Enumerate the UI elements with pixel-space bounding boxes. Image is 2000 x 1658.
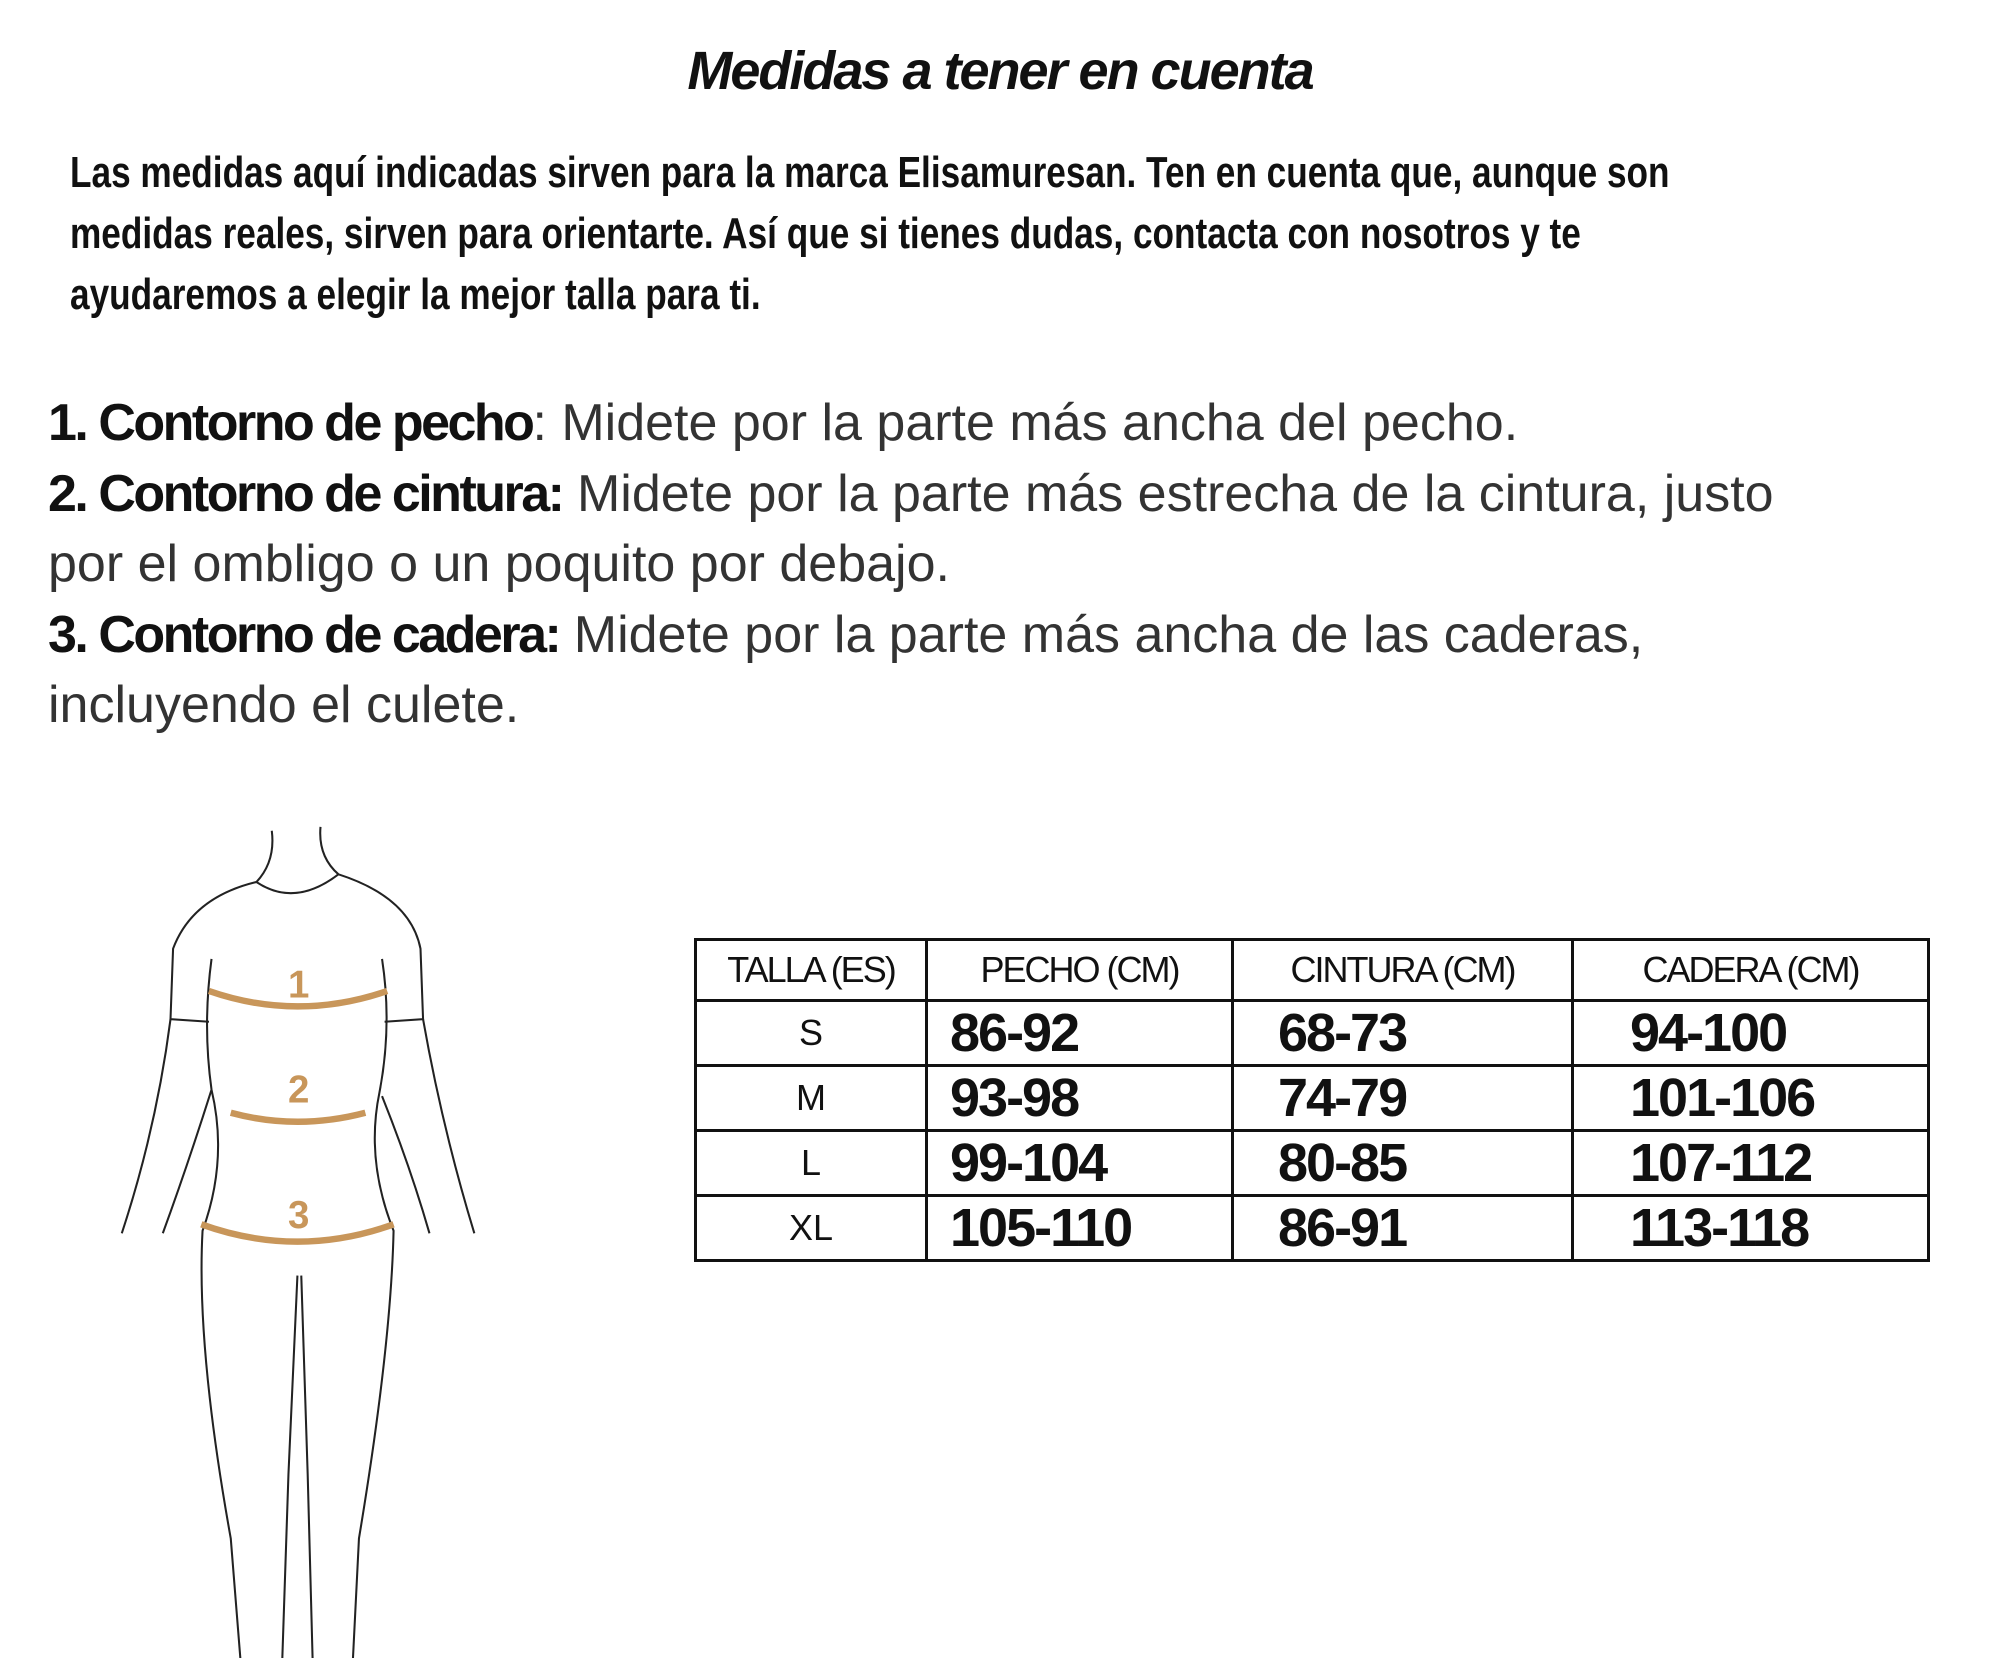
table-header: TALLA (ES) — [694, 938, 928, 1002]
size-cell: M — [694, 1064, 928, 1132]
marker-1: 1 — [288, 963, 309, 1006]
table-header: PECHO (CM) — [925, 938, 1234, 1002]
page-title: Medidas a tener en cuenta — [687, 41, 1314, 101]
table-header-row: TALLA (ES) PECHO (CM) CINTURA (CM) CADER… — [694, 938, 1930, 1002]
table-row: XL 105-110 86-91 113-118 — [694, 1194, 1930, 1262]
size-cell: S — [694, 999, 928, 1067]
list-item-pecho: 1. Contorno de pecho: Midete por la part… — [48, 388, 1774, 459]
chest-cell: 93-98 — [925, 1064, 1234, 1132]
list-item-label: 3. Contorno de cadera: — [48, 605, 562, 664]
intro-line: ayudaremos a elegir la mejor talla para … — [70, 270, 761, 319]
chest-cell: 105-110 — [925, 1194, 1234, 1262]
waist-band — [229, 1109, 367, 1125]
chest-cell: 99-104 — [925, 1129, 1234, 1197]
measure-list: 1. Contorno de pecho: Midete por la part… — [48, 388, 1774, 741]
list-item-text: Midete por la parte más ancha de las cad… — [559, 605, 1644, 664]
table-row: S 86-92 68-73 94-100 — [694, 999, 1930, 1067]
waist-cell: 80-85 — [1231, 1129, 1574, 1197]
hip-cell: 101-106 — [1571, 1064, 1930, 1132]
chest-cell: 86-92 — [925, 999, 1234, 1067]
hip-cell: 113-118 — [1571, 1194, 1930, 1262]
measurement-bands — [200, 987, 395, 1245]
hip-cell: 94-100 — [1571, 999, 1930, 1067]
size-cell: XL — [694, 1194, 928, 1262]
intro-line: medidas reales, sirven para orientarte. … — [70, 209, 1581, 258]
list-item-cintura: 2. Contorno de cintura: Midete por la pa… — [48, 459, 1774, 530]
list-item-label: 2. Contorno de cintura: — [48, 464, 565, 523]
list-item-label: 1. Contorno de pecho — [48, 394, 535, 452]
list-item-cadera: 3. Contorno de cadera: Midete por la par… — [48, 600, 1774, 671]
intro-paragraph: Las medidas aquí indicadas sirven para l… — [70, 142, 2000, 325]
size-table: TALLA (ES) PECHO (CM) CINTURA (CM) CADER… — [694, 938, 1930, 1262]
hip-band — [200, 1221, 395, 1245]
waist-cell: 68-73 — [1231, 999, 1574, 1067]
table-header: CINTURA (CM) — [1231, 938, 1574, 1002]
size-cell: L — [694, 1129, 928, 1197]
list-item-cintura-cont: por el ombligo o un poquito por debajo. — [48, 535, 950, 593]
waist-cell: 86-91 — [1231, 1194, 1574, 1262]
list-item-text: Midete por la parte más estrecha de la c… — [562, 464, 1774, 523]
marker-2: 2 — [288, 1069, 309, 1112]
table-row: L 99-104 80-85 107-112 — [694, 1129, 1930, 1197]
list-item-text: : Midete por la parte más ancha del pech… — [532, 394, 1519, 452]
list-item-cadera-cont: incluyendo el culete. — [48, 676, 520, 734]
hip-cell: 107-112 — [1571, 1129, 1930, 1197]
chest-band — [207, 987, 389, 1010]
table-row: M 93-98 74-79 101-106 — [694, 1064, 1930, 1132]
marker-3: 3 — [288, 1194, 309, 1237]
table-header: CADERA (CM) — [1571, 938, 1930, 1002]
intro-line: Las medidas aquí indicadas sirven para l… — [70, 148, 1670, 197]
waist-cell: 74-79 — [1231, 1064, 1574, 1132]
body-outline — [120, 826, 476, 1658]
